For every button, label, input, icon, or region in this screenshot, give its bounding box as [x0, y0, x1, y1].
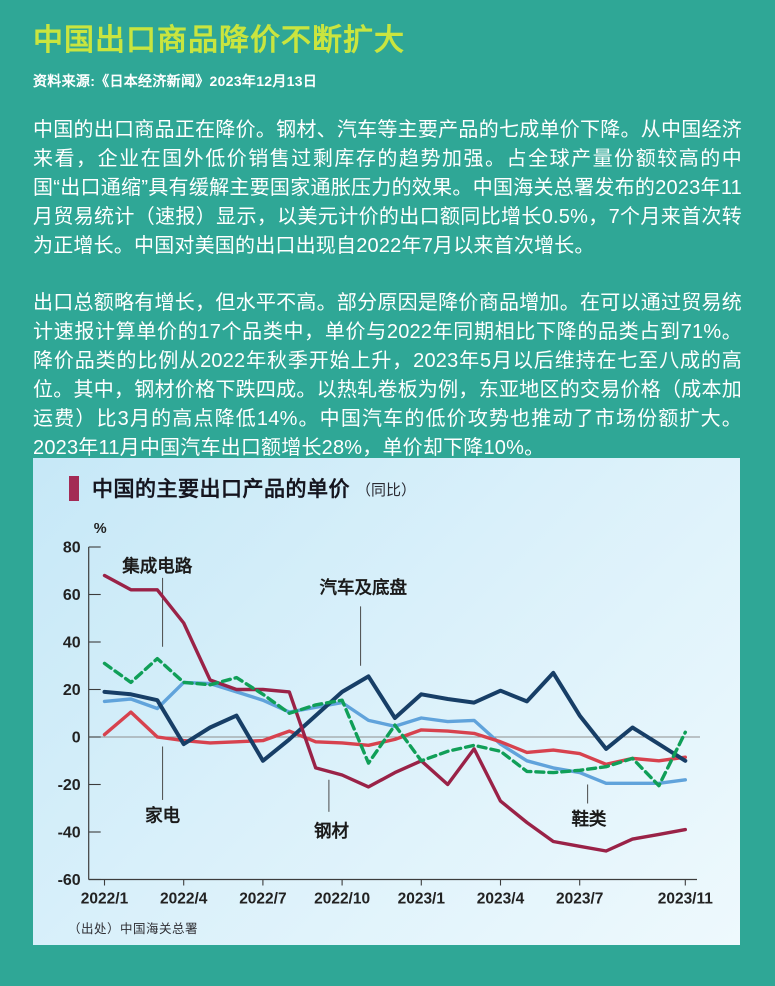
x-tick-label: 2022/1: [81, 891, 129, 908]
series-line-integrated-circuits: [102, 656, 687, 788]
y-tick-label: -40: [58, 825, 81, 842]
x-tick-label: 2023/7: [556, 891, 603, 908]
annotation-label-integrated-circuits: 集成电路: [121, 556, 192, 576]
y-tick-label: -20: [58, 777, 81, 794]
title-marker-bar: [69, 475, 79, 501]
chart-source-note: （出处）中国海关总署: [68, 922, 199, 936]
chart-panel: 中国的主要出口产品的单价 （同比） 80 60 40 20 0 -20 -40 -60% 202…: [33, 458, 740, 945]
annotation-label-footwear: 鞋类: [571, 809, 606, 829]
chart-title: 中国的主要出口产品的单价: [92, 478, 350, 501]
series-line-steel: [102, 573, 687, 853]
y-axis-unit-label: %: [94, 521, 107, 537]
x-tick-label: 2023/4: [477, 891, 525, 908]
series-line-autos-chassis: [102, 670, 688, 763]
y-tick-label: 60: [63, 587, 81, 604]
series-line-home-appliances: [102, 710, 687, 766]
annotation-label-autos-chassis: 汽车及底盘: [319, 577, 407, 597]
y-tick-label: 20: [63, 682, 81, 699]
x-tick-label: 2023/11: [658, 891, 714, 908]
article-paragraph-1: 中国的出口商品正在降价。钢材、汽车等主要产品的七成单价下降。从中国经济来看，企业…: [33, 119, 742, 257]
x-tick-label: 2022/7: [239, 891, 286, 908]
unit-price-line-chart: 80 60 40 20 0 -20 -40 -60% 2022/1 2022/4 2022/7 202…: [58, 521, 714, 908]
x-tick-label: 2022/10: [314, 891, 370, 908]
chart-title-row: 中国的主要出口产品的单价 （同比）: [69, 473, 416, 503]
article-headline: 中国出口商品降价不断扩大: [33, 24, 405, 57]
x-tick-label: 2023/1: [398, 891, 446, 908]
y-tick-label: 0: [72, 730, 81, 747]
annotation-label-home-appliances: 家电: [145, 805, 180, 825]
article-content: 中国出口商品降价不断扩大 资料来源:《日本经济新闻》2023年12月13日 中国…: [0, 0, 775, 463]
series-line-footwear: [102, 680, 687, 785]
y-tick-label: 40: [63, 635, 81, 652]
y-tick-label: 80: [63, 540, 81, 557]
x-tick-label: 2022/4: [160, 891, 208, 908]
article-paragraph-2: 出口总额略有增长，但水平不高。部分原因是降价商品增加。在可以通过贸易统计速报计算…: [33, 292, 742, 459]
article-source-line: 资料来源:《日本经济新闻》2023年12月13日: [33, 73, 318, 89]
chart-subtitle: （同比）: [356, 482, 417, 499]
y-tick-label: -60: [58, 872, 81, 889]
annotation-label-steel: 钢材: [314, 821, 349, 841]
